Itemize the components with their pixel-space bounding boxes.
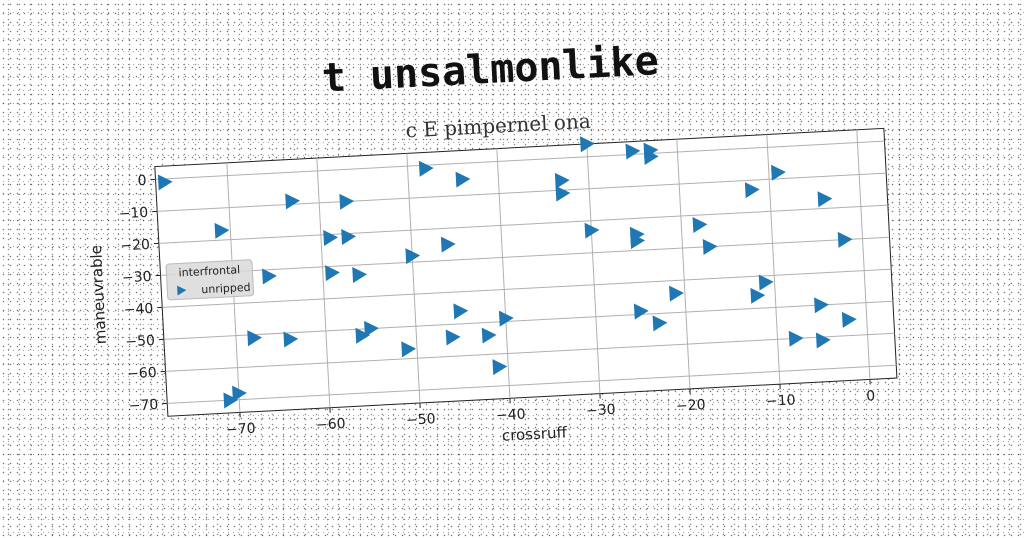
x-tick-label: 0 [866, 388, 876, 404]
x-tick-label: −30 [586, 402, 616, 420]
y-tick-label: −60 [127, 365, 157, 383]
x-tick-label: −20 [676, 397, 706, 415]
y-tick-label: −10 [118, 205, 148, 223]
legend: interfrontal unripped [166, 260, 254, 300]
y-tick-label: −70 [128, 397, 158, 415]
chart-title: t unsalmonlike [321, 38, 660, 102]
x-tick-label: −70 [226, 421, 256, 439]
x-axis-label: crossruff [501, 423, 567, 444]
y-tick-label: −30 [122, 269, 152, 287]
legend-label: unripped [201, 281, 251, 297]
x-tick-label: −10 [766, 392, 796, 410]
y-tick-label: −20 [120, 237, 150, 255]
x-tick-label: −50 [406, 411, 436, 429]
x-tick-label: −60 [316, 416, 346, 434]
y-tick-label: −40 [123, 301, 153, 319]
y-axis-label: maneuvrable [87, 245, 110, 345]
x-tick-label: −40 [496, 407, 526, 425]
y-tick-label: 0 [137, 173, 147, 189]
chart-subtitle: c E pimpernel ona [405, 109, 591, 143]
y-tick-label: −50 [125, 333, 155, 351]
